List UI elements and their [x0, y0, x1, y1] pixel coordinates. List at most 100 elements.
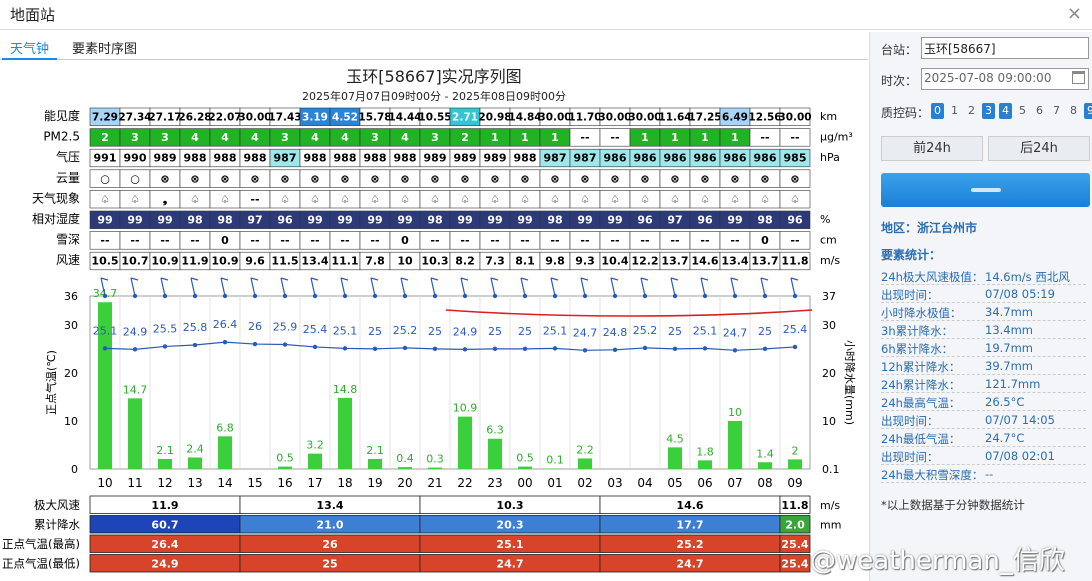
cell-value: 986	[754, 152, 777, 165]
x-tick: 01	[547, 476, 562, 490]
summary-label: 累计降水	[34, 518, 80, 532]
cell-value: 10.3	[421, 255, 448, 268]
stat-row: 24h最低气温： 24.7°C	[881, 430, 1086, 447]
cell-value: --	[760, 131, 769, 144]
stat-key: 小时降水极值：	[881, 306, 962, 320]
cell-value: 96	[787, 214, 803, 227]
precip-bar	[368, 458, 382, 469]
wind-barb-flag	[430, 277, 439, 281]
station-input[interactable]: 玉环[58667]	[921, 37, 1089, 59]
temperature-label: 25.2	[633, 324, 658, 337]
precip-label: 1.4	[756, 447, 774, 460]
row-unit: %	[820, 213, 830, 226]
precip-bar	[338, 397, 352, 469]
temperature-point	[642, 345, 648, 351]
precip-bar	[428, 467, 442, 469]
cell-value: ⊗	[670, 172, 679, 185]
summary-value: 20.3	[496, 519, 523, 532]
qc-code-3[interactable]: 3	[982, 103, 995, 119]
cell-value: 0	[761, 234, 769, 247]
cell-value: --	[550, 234, 559, 247]
cell-value: 987	[274, 152, 297, 165]
cell-value: --	[610, 234, 619, 247]
wind-barb-staff	[130, 277, 136, 297]
stat-key: 24h累计降水：	[881, 378, 961, 392]
qc-code-4[interactable]: 4	[999, 103, 1012, 119]
qc-code-2[interactable]: 2	[968, 104, 975, 117]
qc-code-8[interactable]: 8	[1070, 104, 1077, 117]
cell-value: 11.8	[781, 255, 808, 268]
x-tick: 21	[427, 476, 442, 490]
cell-value: 4	[221, 131, 229, 144]
qc-code-6[interactable]: 6	[1036, 104, 1043, 117]
qc-code-0[interactable]: 0	[931, 103, 944, 119]
cell-value: 99	[487, 214, 502, 227]
qc-code-5[interactable]: 5	[1019, 104, 1026, 117]
prev-24h-button[interactable]: 前24h	[881, 136, 983, 161]
row-label: 天气现象	[32, 190, 80, 205]
summary-value: 14.6	[676, 499, 703, 512]
cell-value: 99	[607, 214, 622, 227]
right-tick: 37	[822, 290, 836, 303]
temperature-point	[462, 347, 468, 352]
stats-note: *以上数据基于分钟数据统计	[881, 498, 1025, 512]
precip-bar	[458, 416, 472, 469]
wind-barb-flag	[280, 277, 289, 281]
cell-value: 4	[401, 131, 409, 144]
stat-row: 出现时间： 07/08 02:01	[881, 448, 1086, 465]
cell-value: 988	[304, 152, 327, 165]
stat-key: 12h累计降水：	[881, 360, 961, 374]
stat-key: 出现时间：	[881, 450, 939, 464]
cell-value: 988	[514, 152, 537, 165]
precip-bar	[788, 459, 802, 469]
tab-element-timeseries[interactable]: 要素时序图	[72, 42, 138, 57]
cell-value: 11.5	[271, 255, 298, 268]
cell-value: ♤	[460, 193, 470, 206]
cell-value: 4.52	[332, 112, 358, 124]
cell-value: ⊗	[610, 172, 619, 185]
cell-value: 9.6	[245, 255, 265, 268]
close-icon[interactable]: ×	[1066, 3, 1082, 24]
temperature-point	[792, 344, 798, 350]
cell-value: 30.00	[598, 112, 631, 124]
next-24h-button[interactable]: 后24h	[988, 136, 1090, 161]
qc-code-9[interactable]: 9	[1084, 103, 1092, 119]
precip-bar	[518, 466, 532, 469]
row-label: 雪深	[56, 233, 80, 247]
time-input[interactable]: 2025-07-08 09:00:00	[921, 68, 1089, 90]
tab-weather-clock[interactable]: 天气钟	[2, 36, 58, 60]
temperature-point	[222, 339, 228, 345]
calendar-icon[interactable]	[1072, 71, 1085, 84]
qc-code-7[interactable]: 7	[1053, 104, 1060, 117]
cell-value: 14.44	[388, 112, 421, 124]
cell-value: 26.28	[178, 112, 211, 124]
cell-value: ♤	[130, 193, 140, 206]
cell-value: 3	[431, 131, 439, 144]
cell-value: 99	[367, 214, 382, 227]
cell-value: 986	[634, 152, 657, 165]
precip-bar	[128, 398, 142, 469]
left-tick: 30	[64, 319, 78, 332]
stat-value: 07/08 02:01	[985, 449, 1055, 463]
stat-row: 小时降水极值： 34.7mm	[881, 304, 1086, 321]
cell-value: 11.1	[331, 255, 358, 268]
wind-barb-staff	[460, 277, 466, 297]
stat-row: 24h最大积雪深度： --	[881, 466, 1086, 483]
stats-title: 要素统计：	[881, 248, 942, 262]
cell-value: 3	[371, 131, 379, 144]
row-unit: μg/m³	[820, 131, 853, 144]
cell-value: ⊗	[700, 172, 709, 185]
cell-value: 17.43	[268, 112, 301, 124]
query-button[interactable]	[881, 173, 1090, 207]
cell-value: --	[670, 234, 679, 247]
cell-value: 0	[401, 234, 409, 247]
x-tick: 02	[577, 476, 592, 490]
wind-barb-flag	[520, 277, 529, 281]
temperature-label: 25.2	[393, 324, 418, 337]
cell-value: 98	[427, 214, 442, 227]
wind-barb-staff	[550, 277, 556, 297]
wind-barb-flag	[190, 277, 199, 281]
wind-barb-flag	[160, 277, 169, 281]
qc-code-1[interactable]: 1	[951, 104, 958, 117]
temperature-point	[672, 346, 678, 352]
